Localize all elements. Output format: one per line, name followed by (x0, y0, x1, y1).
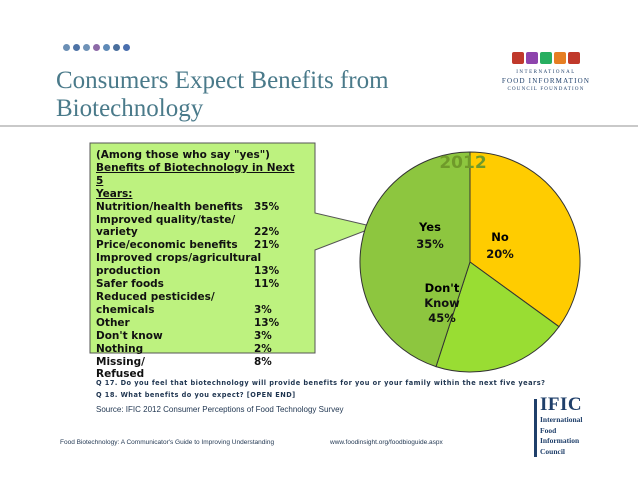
pie-label-no: 20% (486, 247, 514, 261)
ific-foundation-logo: INTERNATIONAL FOOD INFORMATION COUNCIL F… (498, 52, 594, 92)
footer-guide-title: Food Biotechnology: A Communicator's Gui… (60, 439, 275, 446)
decorative-dot (63, 44, 70, 51)
benefit-label: Don't know (96, 329, 163, 342)
decorative-dot (113, 44, 120, 51)
pie-slice-dontknow (359, 151, 471, 368)
logo-icon-square (512, 52, 524, 64)
source-note: Source: IFIC 2012 Consumer Perceptions o… (96, 405, 344, 414)
callout-row: Missing/8% (96, 356, 296, 369)
callout-row: Other 13% (96, 317, 296, 330)
ific-logo-line-2: Food (540, 425, 557, 435)
benefit-label: Improved quality/taste/ (96, 213, 236, 226)
benefit-label: Refused (96, 368, 145, 381)
benefit-label: Safer foods (96, 278, 164, 291)
decorative-dot (83, 44, 90, 51)
benefit-label: chemicals (96, 303, 155, 316)
logo-line-1: INTERNATIONAL (516, 70, 576, 75)
benefit-value: 2% (254, 342, 272, 355)
title-line-2: Biotechnology (56, 95, 204, 122)
pie-label-dontknow: Know (424, 296, 460, 310)
ific-logo: IFIC International Food Information Coun… (534, 394, 600, 457)
benefit-value: 8% (254, 355, 272, 368)
callout-row: Don't know 3% (96, 330, 296, 343)
title-line-1: Consumers Expect Benefits from (56, 67, 389, 94)
logo-icon-square (526, 52, 538, 64)
logo-line-3: COUNCIL FOUNDATION (507, 87, 585, 92)
benefit-label: Other (96, 316, 130, 329)
question-17: Q 17. Do you feel that biotechnology wil… (96, 379, 546, 387)
pie-slice-yes (469, 151, 581, 328)
callout-header-line: (Among those who say "yes") (96, 149, 270, 161)
benefit-label: Nutrition/health benefits (96, 200, 243, 213)
benefit-value: 11% (254, 278, 280, 291)
callout-header-line: Benefits of Biotechnology in Next 5 (96, 161, 295, 187)
logo-icon-square (540, 52, 552, 64)
pie-label-yes: Yes (418, 220, 441, 234)
logo-icon-square (568, 52, 580, 64)
decorative-dot (123, 44, 130, 51)
pie-label-dontknow: Don't (425, 281, 460, 295)
callout-row: Price/economic benefits 21% (96, 239, 296, 252)
callout-bubble (89, 142, 377, 354)
benefit-value: 13% (254, 316, 280, 329)
ific-logo-title: IFIC (540, 394, 583, 415)
chart-title: 2012 (439, 153, 486, 173)
benefit-label: production (96, 265, 161, 278)
logo-icons (498, 52, 594, 64)
callout-row: Improved quality/taste/ (96, 214, 296, 227)
slide-title: Consumers Expect Benefits from Biotechno… (56, 67, 456, 123)
callout-row: Improved crops/agricultural (96, 252, 296, 265)
decorative-dots (63, 44, 130, 51)
footer-url[interactable]: www.foodinsight.org/foodbioguide.aspx (330, 439, 443, 446)
callout-row: chemicals 3% (96, 304, 296, 317)
benefit-value: 35% (254, 200, 280, 213)
callout-row: Nutrition/health benefits 35% (96, 201, 296, 214)
callout-row: Nothing 2% (96, 343, 296, 356)
callout-row: Reduced pesticides/ (96, 291, 296, 304)
benefit-label: Reduced pesticides/ (96, 290, 215, 303)
pie-slice-no (435, 261, 560, 373)
benefit-value: 3% (254, 303, 272, 316)
ific-logo-line-3: Information (540, 436, 580, 445)
callout-row: variety 22% (96, 226, 296, 239)
decorative-dot (103, 44, 110, 51)
benefit-value: 3% (254, 329, 272, 342)
logo-icon-square (554, 52, 566, 64)
ific-logo-line-4: Council (540, 446, 566, 456)
callout-row: Safer foods 11% (96, 278, 296, 291)
benefit-label: Improved crops/agricultural (96, 252, 262, 265)
pie-label-no: No (491, 230, 509, 244)
benefit-value: 13% (254, 265, 280, 278)
callout-row: Refused (96, 368, 296, 381)
logo-line-2: FOOD INFORMATION (501, 77, 591, 85)
benefit-label: variety (96, 226, 138, 239)
pie-label-yes: 35% (416, 237, 444, 251)
decorative-dot (93, 44, 100, 51)
benefits-callout: (Among those who say "yes") Benefits of B… (96, 149, 296, 381)
benefit-value: 21% (254, 239, 280, 252)
benefit-label: Missing/ (96, 355, 145, 368)
title-divider (0, 125, 638, 127)
benefit-label: Nothing (96, 342, 144, 355)
ific-logo-line-1: International (540, 415, 583, 424)
benefit-label: Price/economic benefits (96, 239, 238, 252)
callout-row: production 13% (96, 265, 296, 278)
pie-label-dontknow: 45% (428, 311, 456, 325)
ific-logo-bar (534, 399, 537, 457)
decorative-dot (73, 44, 80, 51)
question-18: Q 18. What benefits do you expect? [OPEN… (96, 391, 296, 399)
benefit-value: 22% (254, 226, 280, 239)
callout-header-line: Years: (96, 187, 133, 200)
